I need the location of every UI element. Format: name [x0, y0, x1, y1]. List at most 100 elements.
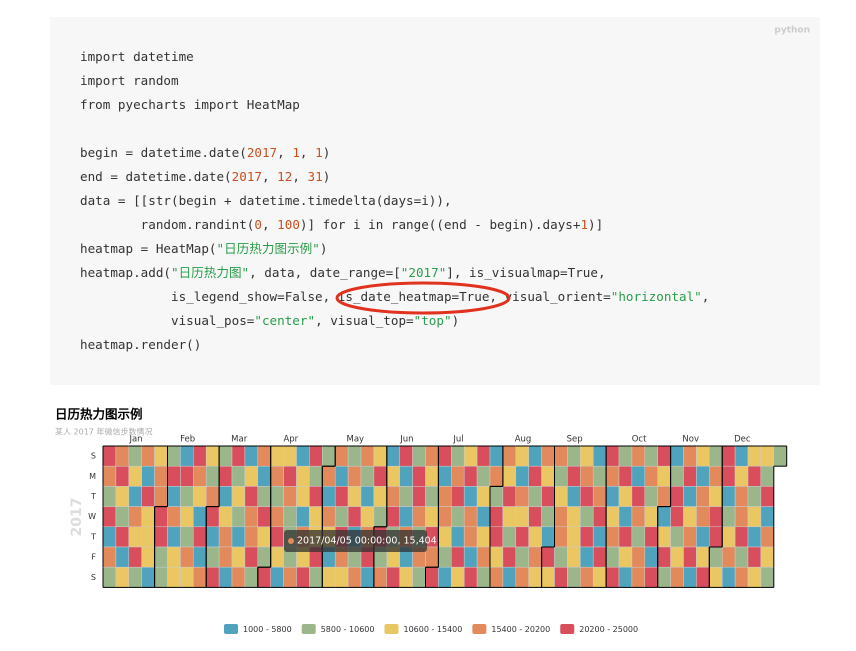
- month-label: Feb: [180, 435, 195, 445]
- day-cell: [683, 486, 697, 507]
- day-cell: [592, 546, 607, 568]
- day-cell: [683, 526, 697, 548]
- month-label: Jul: [452, 435, 463, 445]
- day-cell: [141, 526, 155, 548]
- day-cell: [463, 445, 478, 467]
- day-cell: [657, 445, 671, 467]
- day-cell: [141, 465, 155, 487]
- day-cell: [463, 486, 478, 507]
- day-cell: [709, 566, 723, 588]
- day-cell: [102, 566, 117, 588]
- day-cell: [489, 445, 504, 467]
- day-cell: [283, 465, 297, 487]
- tooltip-box: [284, 530, 427, 552]
- day-cell: [541, 465, 555, 487]
- month-label: Dec: [734, 435, 751, 445]
- day-cell: [618, 506, 633, 528]
- day-cell: [270, 546, 284, 568]
- day-cell: [154, 486, 168, 507]
- day-cell: [670, 445, 684, 467]
- day-cell: [102, 526, 117, 548]
- day-cell: [580, 526, 594, 548]
- day-cell: [515, 566, 529, 588]
- day-cell: [193, 526, 207, 548]
- day-cell: [451, 506, 465, 528]
- day-cell: [451, 486, 465, 507]
- day-cell: [528, 566, 542, 588]
- visual-map: 1000 - 5800 5800 - 10600 10600 - 15400 1540…: [224, 624, 638, 634]
- day-cell: [141, 566, 155, 588]
- day-cell: [257, 546, 271, 568]
- day-cell: [554, 526, 568, 548]
- day-cell: [683, 445, 697, 467]
- day-cell: [515, 506, 529, 528]
- day-cell: [205, 546, 220, 568]
- day-cell: [115, 526, 130, 548]
- day-cell: [412, 445, 426, 467]
- day-cell: [463, 546, 478, 568]
- day-cell: [657, 566, 671, 588]
- day-label: W: [88, 512, 96, 521]
- day-cell: [631, 486, 646, 507]
- code-line: begin = datetime.date(2017, 1, 1): [80, 145, 330, 160]
- day-cell: [709, 546, 723, 568]
- day-cell: [412, 486, 426, 507]
- day-cell: [541, 506, 555, 528]
- day-cell: [296, 566, 310, 588]
- day-cell: [670, 526, 684, 548]
- day-cell: [257, 486, 271, 507]
- legend-label: 15400 - 20200: [491, 625, 550, 634]
- day-cell: [451, 465, 465, 487]
- day-cell: [618, 546, 633, 568]
- day-cell: [734, 566, 749, 588]
- day-cell: [747, 526, 762, 548]
- day-cell: [489, 486, 504, 507]
- day-cell: [115, 506, 130, 528]
- day-cell: [399, 465, 413, 487]
- day-cell: [541, 546, 555, 568]
- day-cell: [386, 566, 400, 588]
- day-cell: [244, 486, 259, 507]
- day-cell: [128, 566, 142, 588]
- day-cell: [721, 465, 736, 487]
- day-label: T: [90, 532, 96, 541]
- day-cell: [696, 526, 710, 548]
- day-cell: [167, 566, 181, 588]
- day-cell: [193, 506, 207, 528]
- day-cell: [476, 566, 491, 588]
- day-cell: [115, 546, 130, 568]
- day-cell: [502, 445, 517, 467]
- day-cell: [218, 486, 233, 507]
- day-cell: [167, 546, 181, 568]
- day-cell: [567, 506, 581, 528]
- day-cell: [360, 465, 375, 487]
- day-cell: [231, 465, 246, 487]
- code-line: heatmap = HeatMap("日历热力图示例"): [80, 241, 327, 256]
- day-cell: [180, 506, 194, 528]
- day-cell: [670, 465, 684, 487]
- day-cell: [193, 566, 207, 588]
- day-cell: [270, 506, 284, 528]
- day-cell: [528, 445, 542, 467]
- day-cell: [528, 546, 542, 568]
- day-cell: [451, 546, 465, 568]
- day-cell: [683, 546, 697, 568]
- day-cell: [283, 445, 297, 467]
- month-label: Aug: [515, 435, 532, 445]
- day-cell: [631, 445, 646, 467]
- day-cell: [373, 486, 388, 507]
- day-cell: [709, 445, 723, 467]
- code-line: visual_pos="center", visual_top="top"): [80, 313, 459, 328]
- day-cell: [721, 566, 736, 588]
- day-cell: [451, 445, 465, 467]
- day-cell: [244, 506, 259, 528]
- day-cell: [360, 486, 375, 507]
- day-cell: [618, 486, 633, 507]
- day-cell: [425, 566, 439, 588]
- day-cell: [128, 465, 142, 487]
- day-cell: [773, 445, 787, 467]
- day-cell: [515, 486, 529, 507]
- day-cell: [721, 546, 736, 568]
- day-cell: [605, 506, 620, 528]
- day-cell: [567, 486, 581, 507]
